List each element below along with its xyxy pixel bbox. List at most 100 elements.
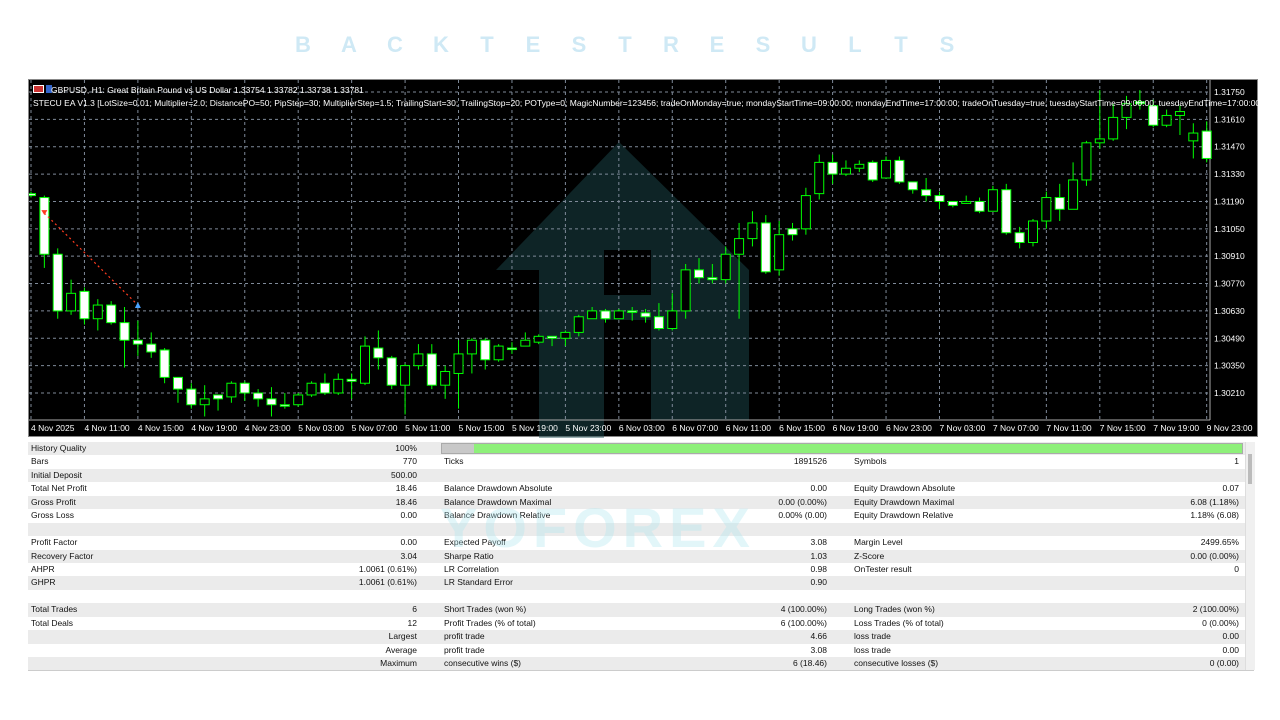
bear-candle [653, 316, 664, 329]
bear-candle [760, 222, 771, 273]
stat-value: 0.00 [1222, 631, 1239, 642]
watermark-logo [496, 142, 749, 438]
stat-value: Maximum [380, 658, 417, 668]
bear-candle [974, 200, 985, 212]
stat-label: LR Standard Error [444, 577, 513, 588]
stat-value: 1.0061 (0.61%) [358, 577, 417, 588]
bull-candle [1174, 111, 1185, 116]
bear-candle [867, 161, 878, 181]
bull-candle [854, 163, 865, 169]
time-tick-label: 5 Nov 11:00 [405, 423, 450, 433]
title-letter: S [939, 32, 955, 57]
bull-candle [466, 339, 477, 355]
bear-candle [373, 347, 384, 359]
stats-row: Maximum consecutive wins ($) 6 (18.46) cons… [28, 657, 1254, 671]
time-tick-label: 7 Nov 11:00 [1046, 423, 1091, 433]
stat-value: 3.08 [810, 644, 827, 655]
stat-value: 0 (0.00%) [1202, 617, 1239, 628]
stat-value: 0.00 [400, 537, 417, 548]
price-tick-label: 1.30490 [1214, 333, 1245, 343]
stat-label: Gross Loss [31, 510, 74, 521]
bull-candle [560, 331, 571, 339]
stat-value: 1.0061 (0.61%) [358, 563, 417, 574]
stat-label: consecutive losses ($) [854, 658, 939, 668]
time-tick-label: 5 Nov 03:00 [298, 423, 344, 433]
bear-candle [266, 398, 277, 406]
bull-candle [493, 345, 504, 361]
title-letter: C [387, 32, 403, 57]
stat-value: 6 [412, 604, 417, 615]
bear-candle [894, 159, 905, 183]
stats-scrollbar[interactable] [1245, 442, 1255, 670]
price-tick-label: 1.31470 [1214, 142, 1245, 152]
time-tick-label: 6 Nov 11:00 [726, 423, 771, 433]
bear-candle [52, 253, 63, 312]
stat-value: 0.00 (0.00%) [1190, 550, 1239, 561]
stats-row [28, 522, 1254, 537]
stat-value: 18.46 [395, 483, 417, 494]
bull-candle [1108, 116, 1119, 140]
stat-label: Gross Profit [31, 496, 76, 507]
price-tick-label: 1.31330 [1214, 169, 1245, 179]
stat-value: 18.46 [395, 496, 417, 507]
bear-candle [827, 161, 838, 175]
stat-value: 6.08 (1.18%) [1190, 496, 1239, 507]
price-tick-label: 1.31750 [1214, 87, 1245, 97]
bull-candle [720, 253, 731, 281]
scrollbar-thumb[interactable] [1248, 454, 1252, 484]
stat-label: Margin Level [854, 537, 903, 548]
stat-value [614, 523, 830, 536]
time-tick-label: 4 Nov 11:00 [84, 423, 129, 433]
bear-candle [279, 404, 290, 407]
stats-row: Recovery Factor 3.04 Sharpe Ratio 1.03 Z-Sco… [28, 549, 1254, 563]
stat-label [830, 469, 1024, 482]
stat-label: Total Trades [31, 604, 78, 615]
price-tick-label: 1.30770 [1214, 279, 1245, 289]
bear-candle [186, 388, 197, 406]
stat-value: 3.08 [810, 537, 827, 548]
bull-candle [1068, 179, 1079, 210]
stat-value: 12 [407, 617, 417, 628]
time-tick-label: 9 Nov 23:00 [1207, 423, 1253, 433]
title-letter: S [571, 32, 587, 57]
bull-candle [360, 345, 370, 384]
title-letter: A [341, 32, 357, 57]
stat-label: Ticks [444, 456, 464, 467]
bear-candle [29, 193, 36, 197]
bull-candle [987, 189, 998, 212]
bull-candle [453, 353, 464, 374]
stats-row: Largest profit trade 4.66 loss trade 0.00 [28, 630, 1254, 644]
stats-row: Profit Factor 0.00 Expected Payoff 3.08 Marg… [28, 536, 1254, 550]
bear-candle [79, 290, 90, 320]
bull-candle [961, 200, 972, 204]
bull-candle [92, 304, 103, 320]
stat-label: Balance Drawdown Relative [444, 510, 551, 521]
price-tick-label: 1.30910 [1214, 251, 1245, 261]
stats-row: Gross Loss 0.00 Balance Drawdown Relative 0… [28, 509, 1254, 523]
price-tick-label: 1.30350 [1214, 361, 1245, 371]
backtest-stats-table: History Quality 100% Bars 770 Ticks 1891526 Sy… [28, 442, 1254, 671]
candlestick-chart: 1.31750 1.31610 1.31470 1.31330 1.31190 1.310… [29, 80, 1253, 438]
time-tick-label: 4 Nov 15:00 [138, 423, 184, 433]
time-tick-label: 7 Nov 07:00 [993, 423, 1039, 433]
stat-label: Long Trades (won %) [854, 604, 935, 615]
sell-arrow-icon [41, 210, 48, 216]
bull-candle [400, 365, 411, 386]
stat-label: Short Trades (won %) [444, 604, 527, 615]
history-quality-bar [441, 443, 1243, 454]
stat-label: Balance Drawdown Absolute [444, 483, 553, 494]
close-arrow-icon [134, 302, 141, 309]
bear-candle [253, 392, 264, 400]
time-tick-label: 6 Nov 15:00 [779, 423, 825, 433]
stats-row: History Quality 100% [28, 442, 1254, 456]
stat-value: 0.98 [810, 563, 827, 574]
bear-candle [159, 349, 170, 378]
stat-label: profit trade [444, 631, 485, 642]
bear-candle [346, 378, 357, 382]
bull-candle [840, 167, 851, 175]
stat-value: 2 (100.00%) [1192, 604, 1239, 615]
price-chart[interactable]: 1.31750 1.31610 1.31470 1.31330 1.31190 1.310… [28, 79, 1280, 438]
title-letter: L [848, 32, 862, 57]
stat-label: Initial Deposit [31, 469, 83, 480]
stat-label: Symbols [854, 456, 887, 467]
